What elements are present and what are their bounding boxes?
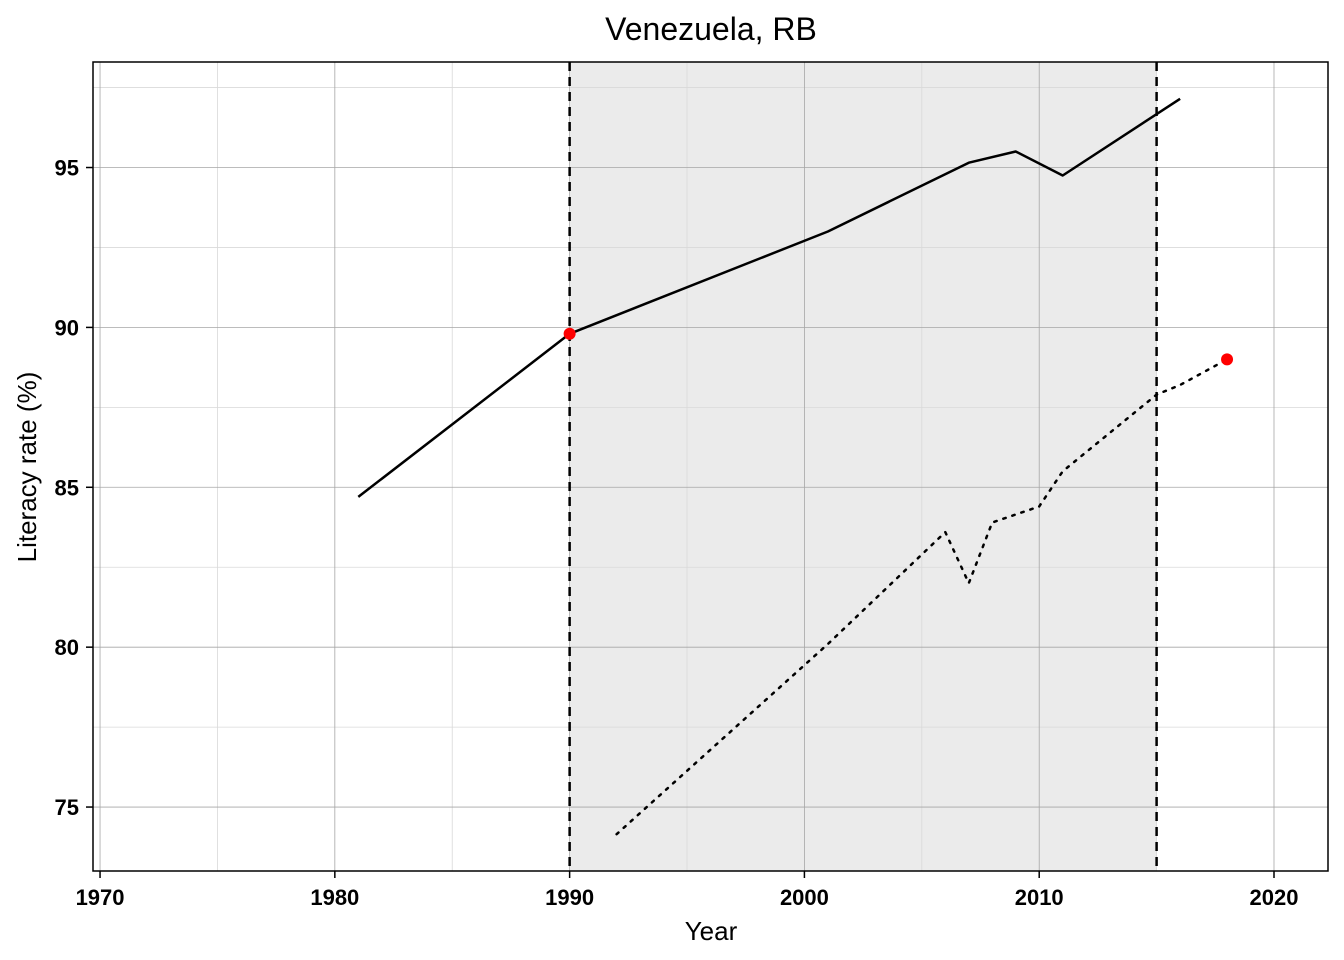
x-tick-label: 2000 (780, 885, 829, 910)
y-tick-label: 85 (55, 475, 79, 500)
y-axis-label: Literacy rate (%) (12, 372, 42, 563)
highlight-point (1221, 353, 1234, 366)
x-tick-label: 1980 (310, 885, 359, 910)
plot-frame (92, 61, 1329, 872)
y-tick-label: 80 (55, 635, 79, 660)
y-tick-label: 90 (55, 315, 79, 340)
x-tick-label: 1990 (545, 885, 594, 910)
plot-area: 1970 1980 1990 2000 2010 2020 75 80 85 90 95 (55, 61, 1329, 910)
x-tick-label: 2020 (1250, 885, 1299, 910)
chart-title: Venezuela, RB (605, 11, 817, 47)
x-tick-label: 2010 (1015, 885, 1064, 910)
y-tick-label: 95 (55, 156, 79, 181)
x-tick-label: 1970 (76, 885, 125, 910)
x-axis-label: Year (685, 916, 738, 946)
y-tick-label: 75 (55, 795, 79, 820)
highlight-point (563, 327, 576, 340)
shaded-period (569, 62, 1157, 871)
series-line-2 (615, 358, 1229, 836)
